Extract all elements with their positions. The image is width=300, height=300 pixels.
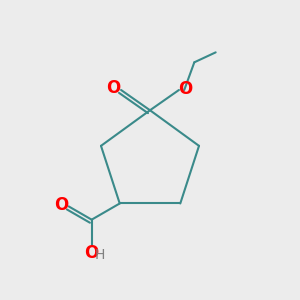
Text: H: H [95, 248, 105, 262]
Text: O: O [106, 79, 121, 97]
Text: O: O [85, 244, 99, 262]
Text: O: O [54, 196, 68, 214]
Text: O: O [178, 80, 192, 98]
